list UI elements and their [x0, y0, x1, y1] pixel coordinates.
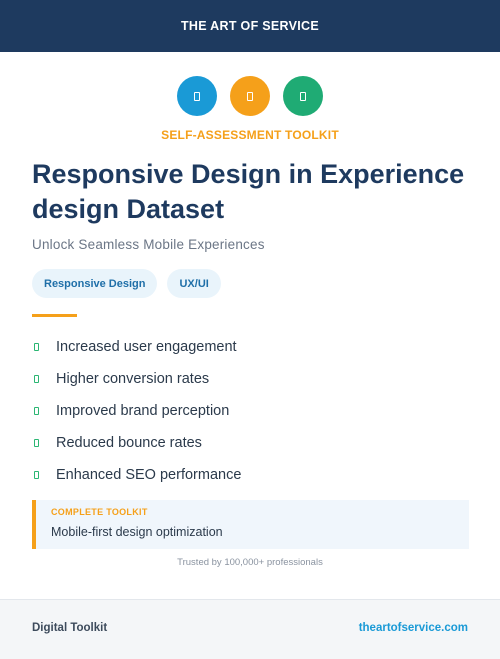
check-icon — [34, 439, 39, 447]
check-icon — [34, 343, 39, 351]
list-item: Improved brand perception — [32, 395, 241, 427]
accent-divider — [32, 314, 77, 317]
list-item: Reduced bounce rates — [32, 427, 241, 459]
subtitle: Unlock Seamless Mobile Experiences — [32, 237, 265, 252]
header-bar: THE ART OF SERVICE — [0, 0, 500, 52]
trust-note: Trusted by 100,000+ professionals — [177, 557, 323, 568]
check-icon — [34, 375, 39, 383]
benefit-text: Increased user engagement — [56, 339, 237, 355]
benefit-text: Higher conversion rates — [56, 371, 210, 387]
check-icon — [34, 471, 39, 479]
page-title: Responsive Design in Experience design D… — [32, 159, 465, 224]
benefit-text: Improved brand perception — [56, 403, 230, 419]
callout-text: Mobile-first design optimization — [51, 525, 223, 539]
benefit-text: Reduced bounce rates — [56, 435, 202, 451]
footer-bar: Digital Toolkit theartofservice.com — [0, 599, 500, 659]
brand-name: THE ART OF SERVICE — [180, 19, 320, 33]
footer-label: Digital Toolkit — [32, 622, 108, 634]
mobile-icon — [177, 76, 217, 116]
icon-row — [0, 76, 500, 116]
benefit-text: Enhanced SEO performance — [56, 467, 242, 483]
kicker-label: SELF-ASSESSMENT TOOLKIT — [161, 128, 339, 142]
tablet-icon — [230, 76, 270, 116]
website-link[interactable]: theartofservice.com — [358, 622, 468, 634]
check-icon — [34, 407, 39, 415]
list-item: Increased user engagement — [32, 331, 241, 363]
tag-responsive-design: Responsive Design — [32, 269, 158, 298]
tag-ux-ui: UX/UI — [167, 269, 221, 298]
callout-label: COMPLETE TOOLKIT — [51, 507, 148, 517]
benefit-list: Increased user engagement Higher convers… — [32, 331, 241, 491]
tag-list: Responsive Design UX/UI — [32, 269, 221, 298]
desktop-icon — [283, 76, 323, 116]
list-item: Higher conversion rates — [32, 363, 241, 395]
toolkit-callout: COMPLETE TOOLKIT Mobile-first design opt… — [32, 500, 469, 549]
list-item: Enhanced SEO performance — [32, 459, 241, 491]
